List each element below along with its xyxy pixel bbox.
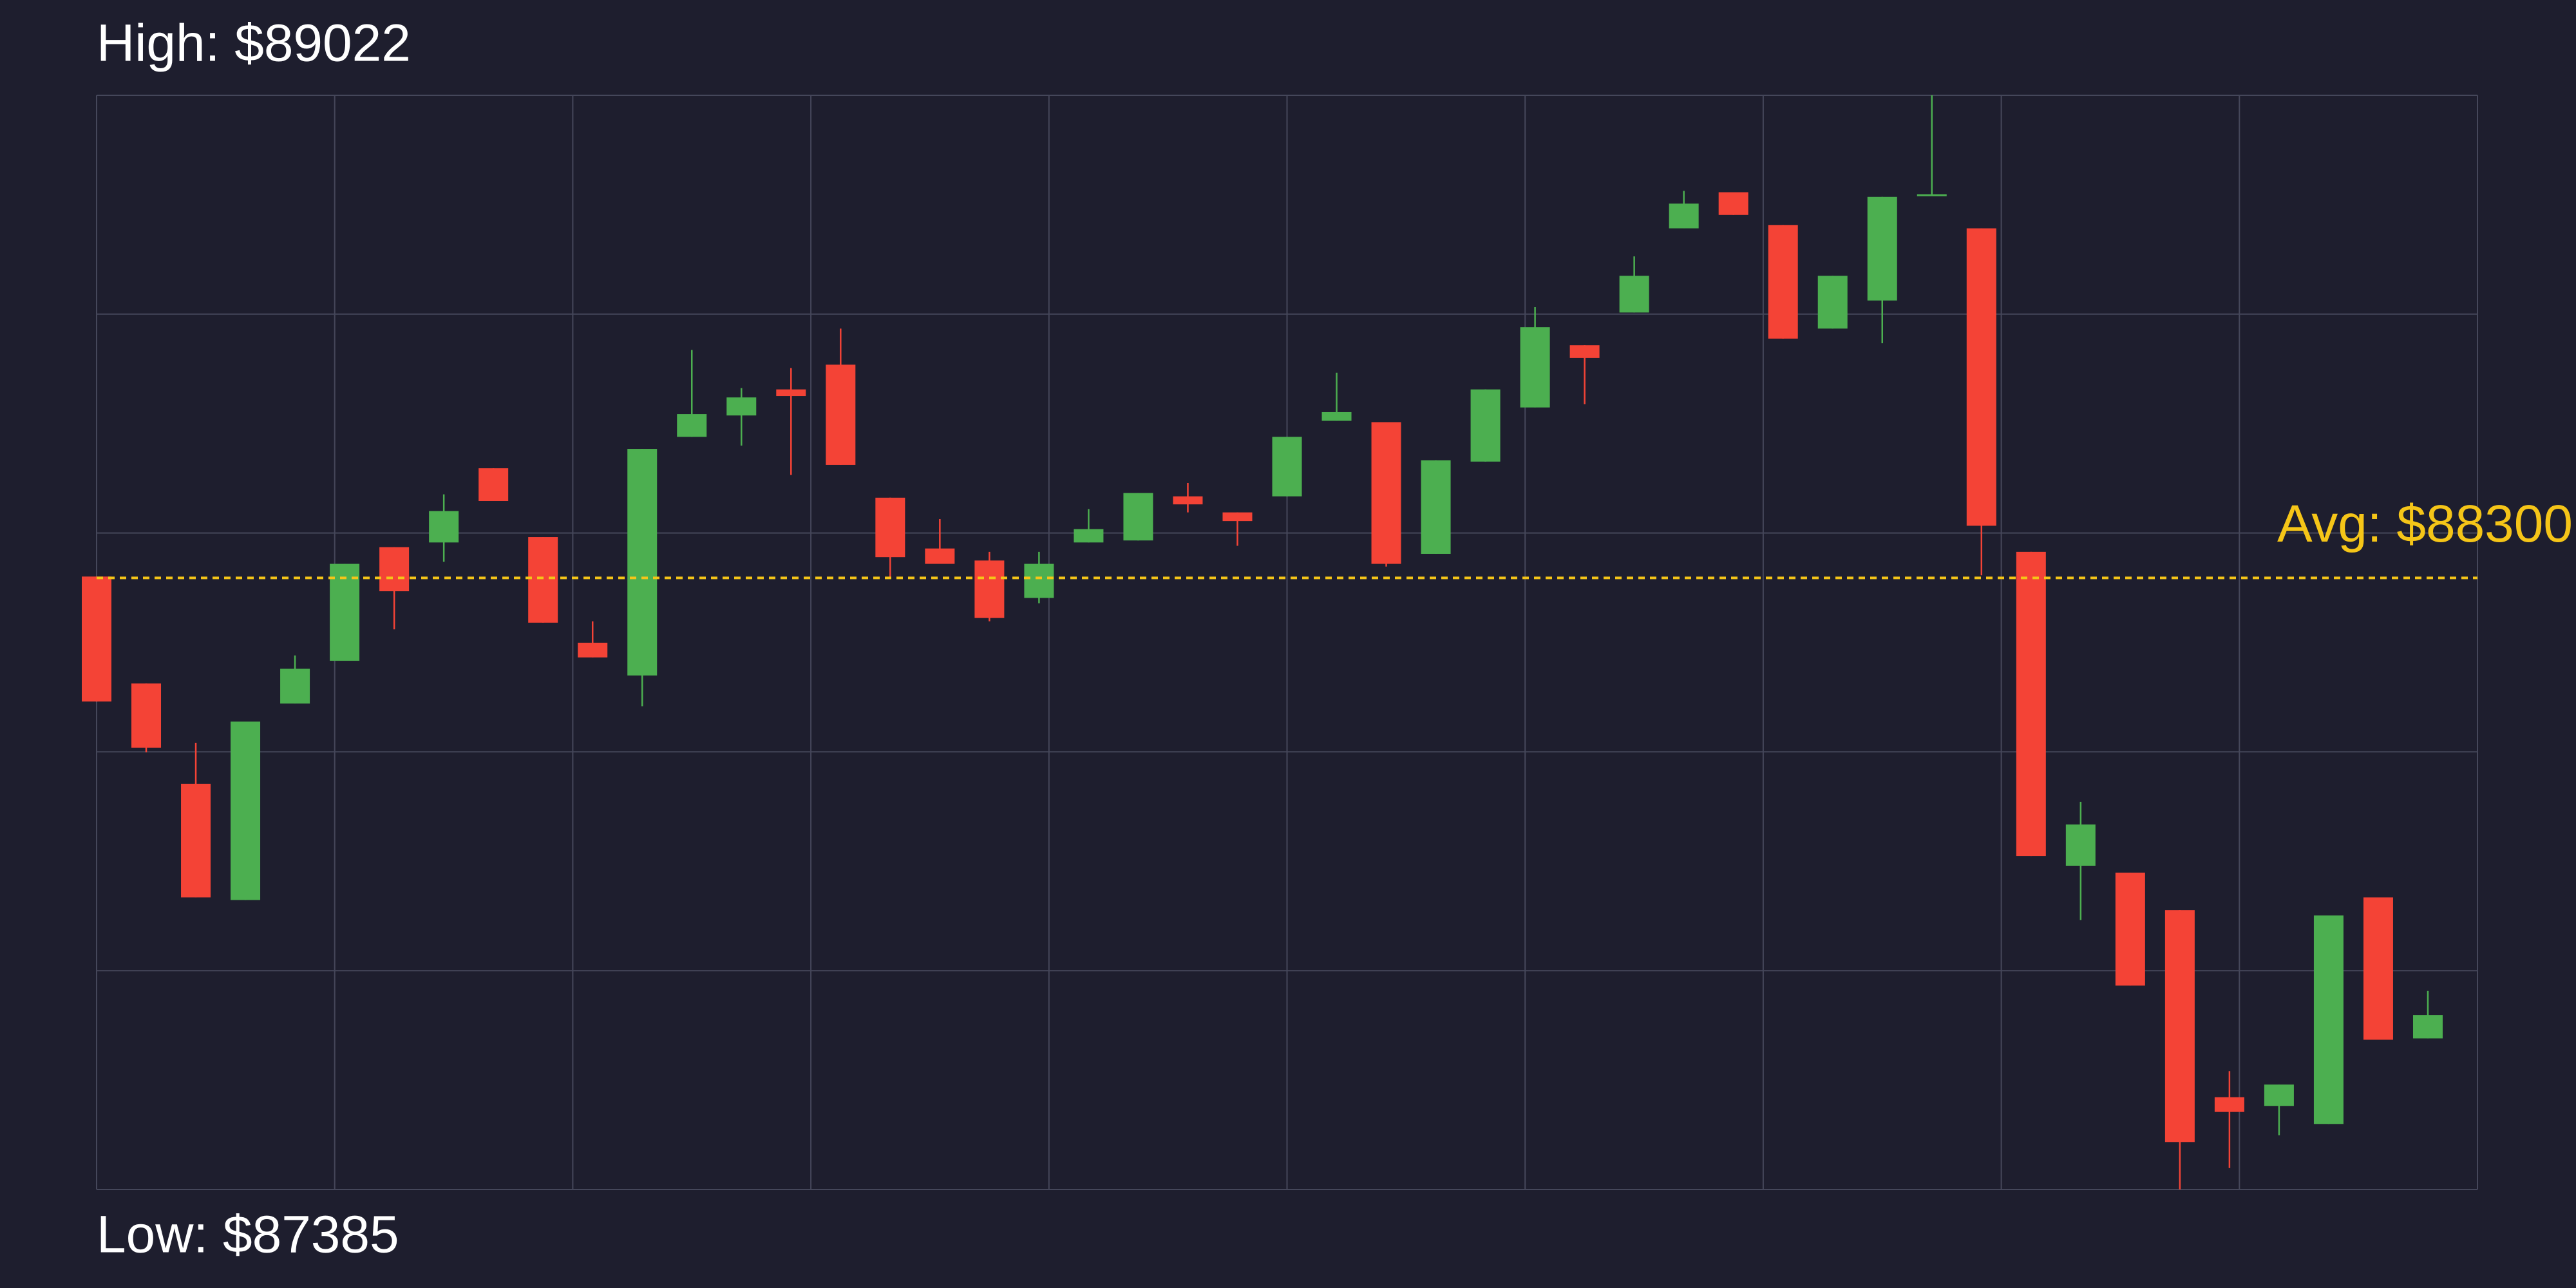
candle-body: [1520, 327, 1550, 408]
candle-body: [1123, 493, 1153, 541]
candles: [82, 95, 2477, 1189]
candle-body: [330, 564, 360, 661]
candle-body: [2115, 873, 2145, 986]
candle-body: [1917, 194, 1947, 196]
avg-label: Avg: $88300: [2277, 495, 2573, 553]
candle-body: [379, 547, 410, 592]
candle-body: [82, 576, 111, 702]
candle-body: [1768, 225, 1798, 339]
candle-body: [1569, 345, 1600, 358]
candle-body: [627, 449, 658, 676]
high-label: High: $89022: [97, 14, 411, 73]
low-label: Low: $87385: [97, 1206, 399, 1264]
candle-body: [1222, 512, 1253, 522]
candle-body: [528, 537, 558, 623]
candle-body: [677, 414, 707, 437]
candle-body: [1470, 389, 1501, 462]
candle-body: [2016, 551, 2046, 857]
candle-body: [1867, 196, 1897, 301]
candle-body: [826, 365, 856, 465]
candle-body: [875, 497, 905, 558]
candle-body: [1718, 192, 1748, 215]
candle-body: [131, 683, 162, 748]
candle-body: [231, 721, 261, 900]
candle-body: [181, 784, 211, 898]
candle-body: [1173, 496, 1203, 505]
candle-body: [2313, 915, 2344, 1124]
candle-body: [280, 668, 310, 704]
candle-body: [1817, 276, 1848, 329]
candle-body: [974, 560, 1005, 618]
candle-body: [429, 511, 459, 543]
candle-body: [925, 548, 955, 564]
candle-body: [1371, 422, 1401, 564]
candle-body: [726, 397, 757, 416]
candle-body: [578, 643, 608, 658]
candle-body: [2164, 910, 2195, 1142]
candle-body: [1074, 529, 1104, 543]
candle-body: [2065, 824, 2096, 866]
candle-body: [1272, 437, 1302, 497]
candle-body: [1669, 204, 1699, 229]
candle-body: [1024, 564, 1054, 598]
candle-body: [2264, 1084, 2294, 1106]
candle-body: [478, 468, 509, 501]
candle-body: [2214, 1097, 2244, 1112]
candle-body: [776, 389, 806, 397]
candle-body: [1619, 276, 1649, 313]
candle-body: [1421, 460, 1451, 554]
grid: [96, 95, 2478, 1190]
candle-body: [2412, 1015, 2443, 1039]
candle-body: [2363, 897, 2393, 1040]
candle-body: [1321, 412, 1352, 421]
candle-body: [1966, 228, 1996, 526]
